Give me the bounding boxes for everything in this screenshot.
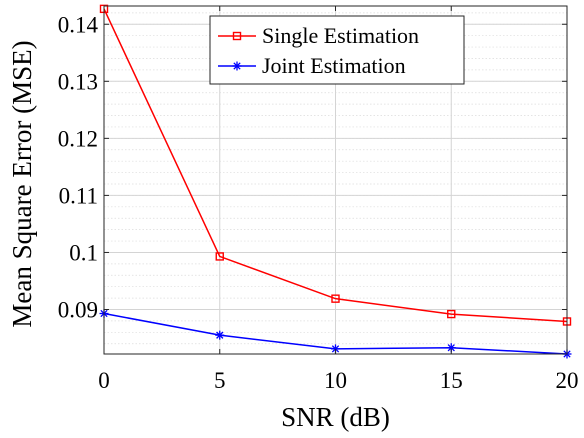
y-tick-label: 0.09	[58, 298, 98, 323]
series-layer	[99, 4, 572, 359]
data-point-single-estimation	[331, 294, 340, 303]
x-tick-label: 15	[440, 368, 463, 393]
legend-label-single-estimation: Single Estimation	[262, 23, 419, 48]
x-axis-label: SNR (dB)	[281, 402, 390, 432]
tick-labels: 0.09 0.1 0.11 0.12 0.13 0.14 0 5 10 15 20	[58, 12, 579, 393]
legend-marker-joint-estimation	[232, 61, 242, 71]
legend-item-single-estimation: Single Estimation	[218, 23, 419, 48]
x-tick-label: 20	[556, 368, 579, 393]
y-tick-label: 0.12	[58, 126, 98, 151]
x-tick-label: 5	[214, 368, 226, 393]
series-line-single-estimation	[103, 8, 568, 323]
data-point-single-estimation	[215, 252, 224, 261]
y-tick-label: 0.1	[69, 240, 98, 265]
legend-item-joint-estimation: Joint Estimation	[218, 53, 406, 78]
legend-marker-shape	[232, 61, 242, 71]
data-point-single-estimation	[447, 309, 456, 319]
y-tick-label: 0.14	[58, 12, 99, 37]
data-point-joint-estimation	[215, 330, 225, 340]
legend-box	[209, 15, 465, 85]
legend: Single Estimation Joint Estimation	[209, 15, 465, 85]
y-axis-label: Mean Square Error (MSE)	[7, 40, 37, 327]
legend-marker-single-estimation	[232, 31, 242, 41]
y-tick-label: 0.11	[59, 183, 98, 208]
y-tick-label: 0.13	[58, 69, 98, 94]
legend-label-joint-estimation: Joint Estimation	[262, 53, 406, 78]
axis-ticks	[103, 6, 568, 354]
x-tick-label: 0	[98, 368, 110, 393]
legend-marker-shape	[232, 31, 242, 41]
x-tick-label: 10	[324, 368, 347, 393]
